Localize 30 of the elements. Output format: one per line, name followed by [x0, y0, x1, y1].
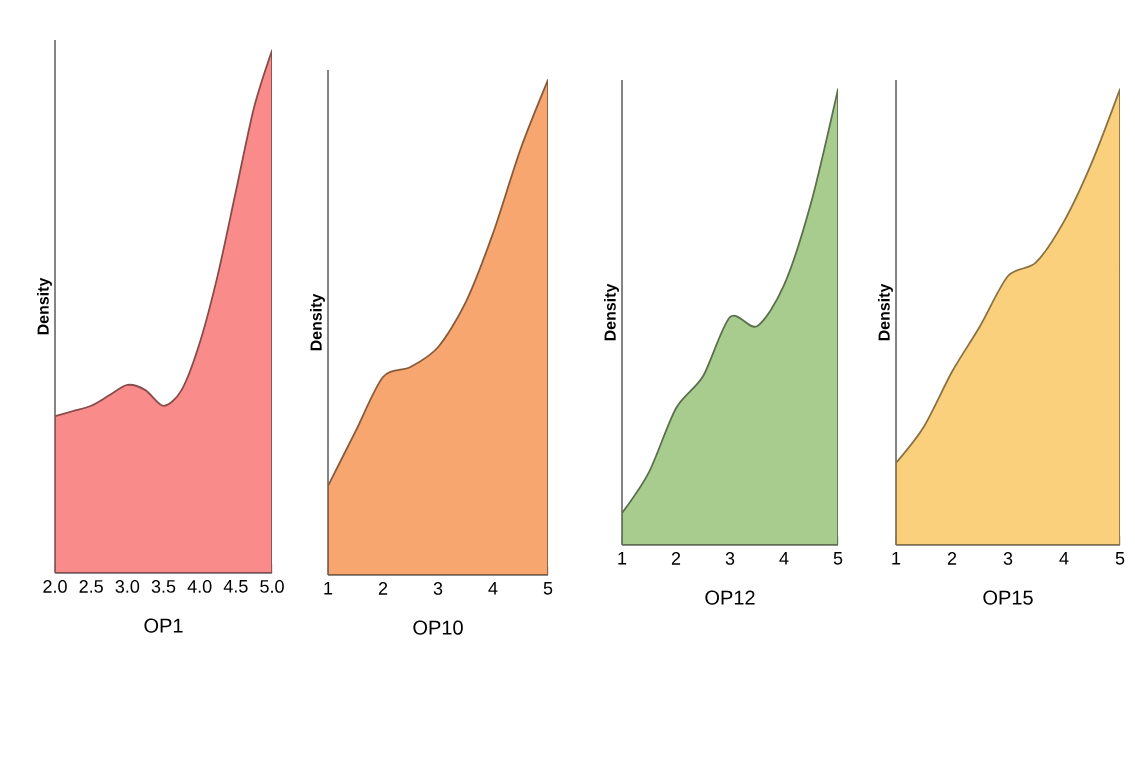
x-tick-label: 3.0 — [115, 580, 140, 593]
x-tick-label: 3 — [725, 552, 735, 565]
x-tick-label: 3.5 — [151, 580, 176, 593]
x-tick-label: 5 — [543, 582, 553, 595]
x-tick-label: 5 — [833, 552, 843, 565]
x-tick-label: 2 — [378, 582, 388, 595]
x-tick-label: 1 — [892, 552, 901, 565]
x-tick-label: 5.0 — [260, 580, 284, 593]
x-axis-title: OP15 — [983, 590, 1033, 605]
x-tick-label: 4 — [1059, 552, 1069, 565]
y-axis-title: Density — [310, 293, 325, 351]
x-tick-label: 1 — [618, 552, 627, 565]
x-tick-label: 2 — [947, 552, 957, 565]
x-tick-label: 4 — [779, 552, 789, 565]
x-axis-title: OP1 — [144, 618, 183, 633]
x-tick-label: 3 — [1003, 552, 1013, 565]
x-tick-label: 4 — [488, 582, 498, 595]
x-axis-title: OP12 — [705, 590, 755, 605]
x-tick-label: 4.5 — [223, 580, 248, 593]
x-tick-label: 2 — [671, 552, 681, 565]
x-tick-label: 2.5 — [79, 580, 103, 593]
y-axis-title: Density — [37, 277, 52, 335]
y-axis-title: Density — [604, 283, 619, 341]
x-tick-label: 4.0 — [187, 580, 212, 593]
x-axis-title: OP10 — [413, 620, 463, 635]
x-tick-label: 5 — [1115, 552, 1125, 565]
x-tick-label: 3 — [433, 582, 443, 595]
y-axis-title: Density — [878, 283, 893, 341]
x-tick-label: 1 — [324, 582, 333, 595]
x-tick-label: 2.0 — [43, 580, 67, 593]
